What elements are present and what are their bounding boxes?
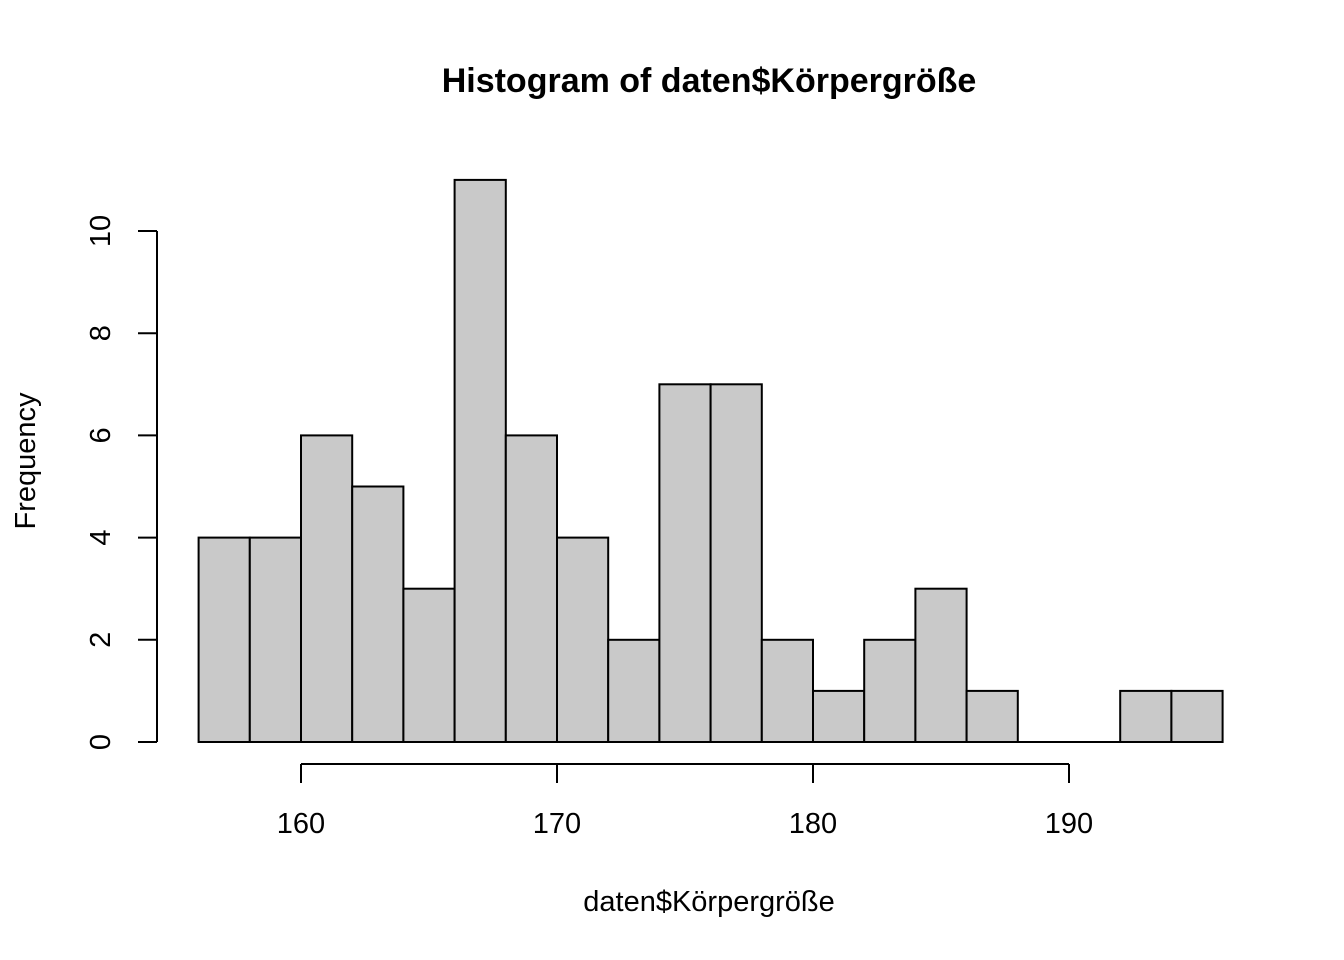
bars-group: [197, 178, 1224, 744]
x-tick-label: 180: [789, 808, 837, 840]
y-tick-label: 4: [85, 530, 117, 546]
histogram-bar: [504, 434, 558, 743]
x-tick-label: 160: [277, 808, 325, 840]
x-axis-label: daten$Körpergröße: [583, 886, 835, 918]
histogram-bar: [760, 638, 814, 743]
histogram-bar: [607, 638, 661, 743]
histogram-bar: [914, 587, 968, 744]
histogram-bar: [965, 689, 1019, 744]
histogram-bar: [658, 383, 712, 743]
histogram-bar: [453, 178, 507, 743]
histogram-bar: [1170, 689, 1224, 744]
histogram-bar: [709, 383, 763, 743]
y-tick-label: 6: [85, 427, 117, 443]
x-axis: 160 170 180 190: [277, 763, 1093, 840]
chart-title: Histogram of daten$Körpergröße: [442, 62, 977, 100]
y-tick-label: 2: [85, 632, 117, 648]
histogram-bar: [402, 587, 456, 744]
histogram-bar: [300, 434, 354, 743]
y-tick-label: 8: [85, 325, 117, 341]
y-axis-label: Frequency: [10, 392, 42, 530]
histogram-bar: [351, 485, 405, 743]
histogram-bar: [863, 638, 917, 743]
y-axis: 0 2 4 6 8 10: [85, 215, 158, 750]
histogram-bar: [556, 536, 610, 743]
histogram-bar: [812, 689, 866, 744]
y-tick-label: 0: [85, 734, 117, 750]
histogram-bar: [248, 536, 303, 743]
x-tick-label: 190: [1045, 808, 1093, 840]
histogram-bar: [197, 536, 251, 743]
y-tick-label: 10: [85, 215, 117, 247]
histogram-bar: [1119, 689, 1173, 744]
x-tick-label: 170: [533, 808, 581, 840]
